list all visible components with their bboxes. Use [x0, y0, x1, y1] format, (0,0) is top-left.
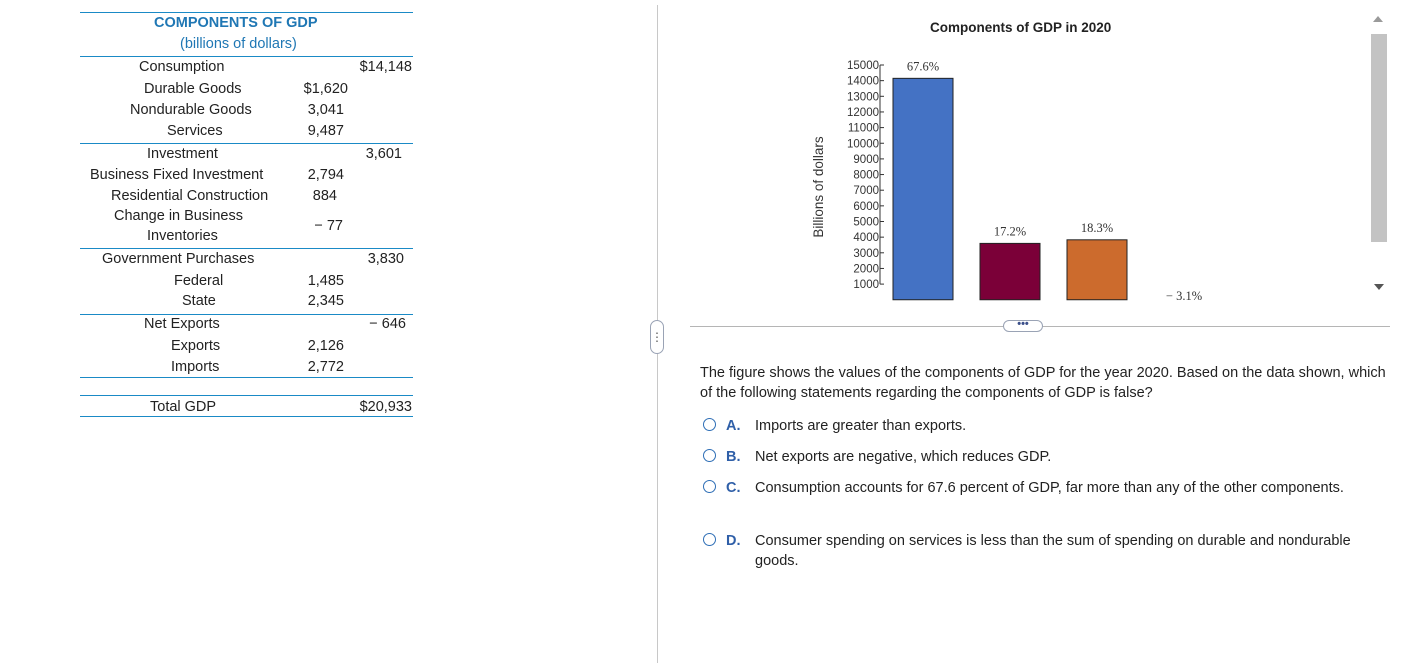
row-value-inventories: − 77	[314, 218, 343, 234]
row-total-netexports: − 646	[369, 316, 406, 332]
chart-svg: Billions of dollars 1000 2000 3000 4000 5000 6…	[811, 59, 1202, 303]
option-text: Consumption accounts for 67.6 percent of…	[755, 480, 1344, 496]
row-label-state: State	[182, 293, 216, 309]
row-value-exports: 2,126	[307, 338, 344, 354]
table-rule	[80, 12, 413, 13]
row-value-bfi: 2,794	[307, 167, 344, 183]
row-label-federal: Federal	[174, 273, 224, 289]
bar-government-purchases	[1066, 239, 1128, 301]
y-tick-label: 13000	[847, 91, 879, 103]
y-tick-label: 6000	[853, 201, 879, 213]
y-tick-label: 7000	[853, 185, 879, 197]
row-label-durable: Durable Goods	[144, 81, 242, 97]
table-rule	[80, 143, 413, 144]
option-text: Imports are greater than exports.	[755, 418, 967, 434]
option-letter: B.	[726, 449, 741, 465]
y-tick-label: 5000	[853, 217, 879, 229]
row-value-state: 2,345	[307, 293, 344, 309]
row-label-bfi: Business Fixed Investment	[90, 167, 264, 183]
table-rule	[80, 416, 413, 417]
row-total-consumption: $14,148	[359, 59, 412, 75]
row-label-investment: Investment	[147, 146, 218, 162]
pane-splitter-handle[interactable]: ⋮	[650, 320, 664, 354]
y-tick-label: 9000	[853, 154, 879, 166]
row-label-government: Government Purchases	[102, 251, 255, 267]
y-tick-label: 3000	[853, 248, 879, 260]
row-label-exports: Exports	[171, 338, 221, 354]
scroll-down-arrow-icon[interactable]	[1374, 284, 1384, 290]
row-label-nondurable: Nondurable Goods	[130, 102, 252, 118]
radio-button[interactable]	[703, 533, 716, 546]
y-tick-label: 10000	[847, 138, 879, 150]
table-rule	[80, 314, 413, 315]
y-tick-label: 8000	[853, 170, 879, 182]
row-label-totalgdp: Total GDP	[150, 399, 217, 415]
bar-data-label: − 3.1%	[1166, 289, 1202, 303]
radio-button[interactable]	[703, 449, 716, 462]
option-letter: A.	[726, 418, 741, 434]
option-letter: D.	[726, 533, 741, 549]
option-text: Net exports are negative, which reduces …	[755, 449, 1052, 465]
option-letter: C.	[726, 480, 741, 496]
row-value-durable: $1,620	[303, 81, 348, 97]
row-total-investment: 3,601	[365, 146, 402, 162]
row-total-totalgdp: $20,933	[359, 399, 412, 415]
table-title: COMPONENTS OF GDP	[154, 15, 318, 31]
table-rule	[80, 248, 413, 249]
gdp-chart: Components of GDP in 2020 Billions of do…	[790, 12, 1350, 312]
row-label-services: Services	[167, 123, 223, 139]
bar-data-label: 67.6%	[907, 59, 939, 73]
row-label-netexports: Net Exports	[144, 316, 220, 332]
bar-investment	[979, 242, 1041, 301]
row-label-residential: Residential Construction	[111, 188, 269, 204]
y-tick-label: 15000	[847, 60, 879, 72]
y-tick-label: 1000	[853, 279, 879, 291]
question-text: The figure shows the values of the compo…	[700, 365, 1386, 401]
y-tick-label: 12000	[847, 107, 879, 119]
row-value-imports: 2,772	[307, 359, 344, 375]
y-tick-label: 11000	[848, 123, 879, 135]
row-label-consumption: Consumption	[139, 59, 225, 75]
scroll-thumb[interactable]	[1371, 34, 1387, 242]
table-rule	[80, 56, 413, 57]
splitter-dots-icon: ⋮	[651, 330, 663, 344]
row-label-inventories: Change in Business	[114, 208, 243, 224]
row-label-imports: Imports	[171, 359, 220, 375]
scroll-up-arrow-icon[interactable]	[1373, 16, 1383, 22]
row-value-federal: 1,485	[307, 273, 344, 289]
table-rule	[80, 395, 413, 396]
row-total-government: 3,830	[367, 251, 404, 267]
vertical-scrollbar[interactable]	[1370, 12, 1387, 302]
row-value-services: 9,487	[307, 123, 344, 139]
table-rule	[80, 377, 413, 378]
row-value-residential: 884	[312, 188, 337, 204]
y-axis-label: Billions of dollars	[811, 136, 826, 238]
y-tick-label: 4000	[853, 232, 879, 244]
y-tick-label: 14000	[847, 76, 879, 88]
row-label-inventories-2: Inventories	[147, 228, 218, 244]
y-tick-label: 2000	[853, 263, 879, 275]
option-text: Consumer spending on services is less th…	[755, 533, 1351, 569]
radio-button[interactable]	[703, 480, 716, 493]
section-resize-handle[interactable]: •••	[1003, 318, 1043, 332]
handle-dots-icon: •••	[1017, 318, 1029, 330]
table-subtitle: (billions of dollars)	[180, 36, 297, 52]
bar-data-label: 18.3%	[1081, 221, 1113, 235]
bar-consumption	[892, 77, 954, 301]
row-value-nondurable: 3,041	[307, 102, 344, 118]
bar-data-label: 17.2%	[994, 224, 1026, 238]
radio-button[interactable]	[703, 418, 716, 431]
chart-title: Components of GDP in 2020	[930, 20, 1112, 35]
